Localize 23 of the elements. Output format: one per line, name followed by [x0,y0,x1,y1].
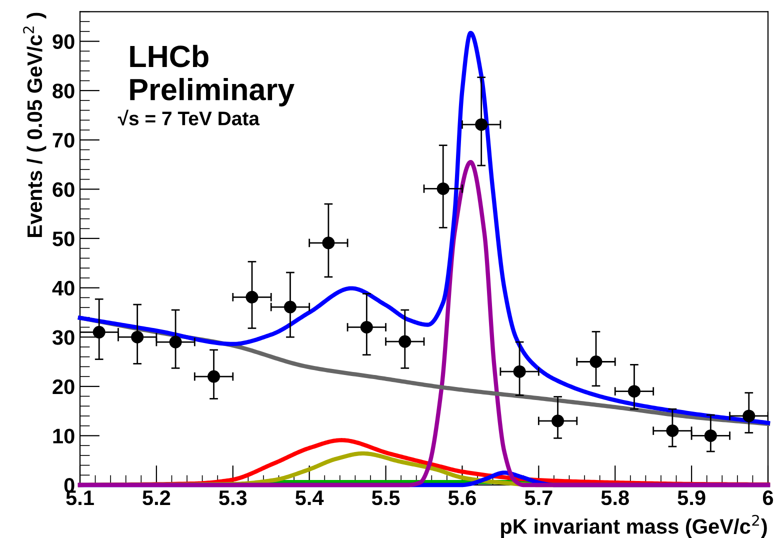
annotation: LHCb [130,44,208,68]
y-tick-label: 90 [52,34,74,50]
y-tick-label: 10 [53,428,74,444]
annotation: Preliminary [130,78,294,106]
y-tick-label: 80 [52,84,74,98]
x-tick-label: 5.9 [678,490,706,506]
x-tick-label: 5.4 [295,490,324,506]
y-tick-label: 70 [52,132,74,148]
y-tick-label: 60 [52,182,74,197]
x-tick-label: 5.3 [219,490,247,506]
x-tick-label: 5.5 [372,490,400,506]
x-tick-label: 5.7 [524,490,552,506]
y-tick-label: 20 [52,379,74,394]
y-axis-title: Events / ( 0.05 GeV/c$^{2}$ ) [23,12,46,237]
y-tick-label: 40 [52,280,74,296]
x-axis-title: pK invariant mass (GeV/c$^{2}$) [501,514,767,538]
x-tick-label: 5.6 [448,490,476,506]
annotation: √s = 7 TeV Data [118,110,260,126]
y-tick-label: 50 [52,231,74,246]
x-tick-label: 5.8 [601,490,629,506]
x-tick-label: 6 [762,490,774,506]
y-tick-label: 30 [52,330,74,345]
x-tick-label: 5.2 [142,490,170,506]
